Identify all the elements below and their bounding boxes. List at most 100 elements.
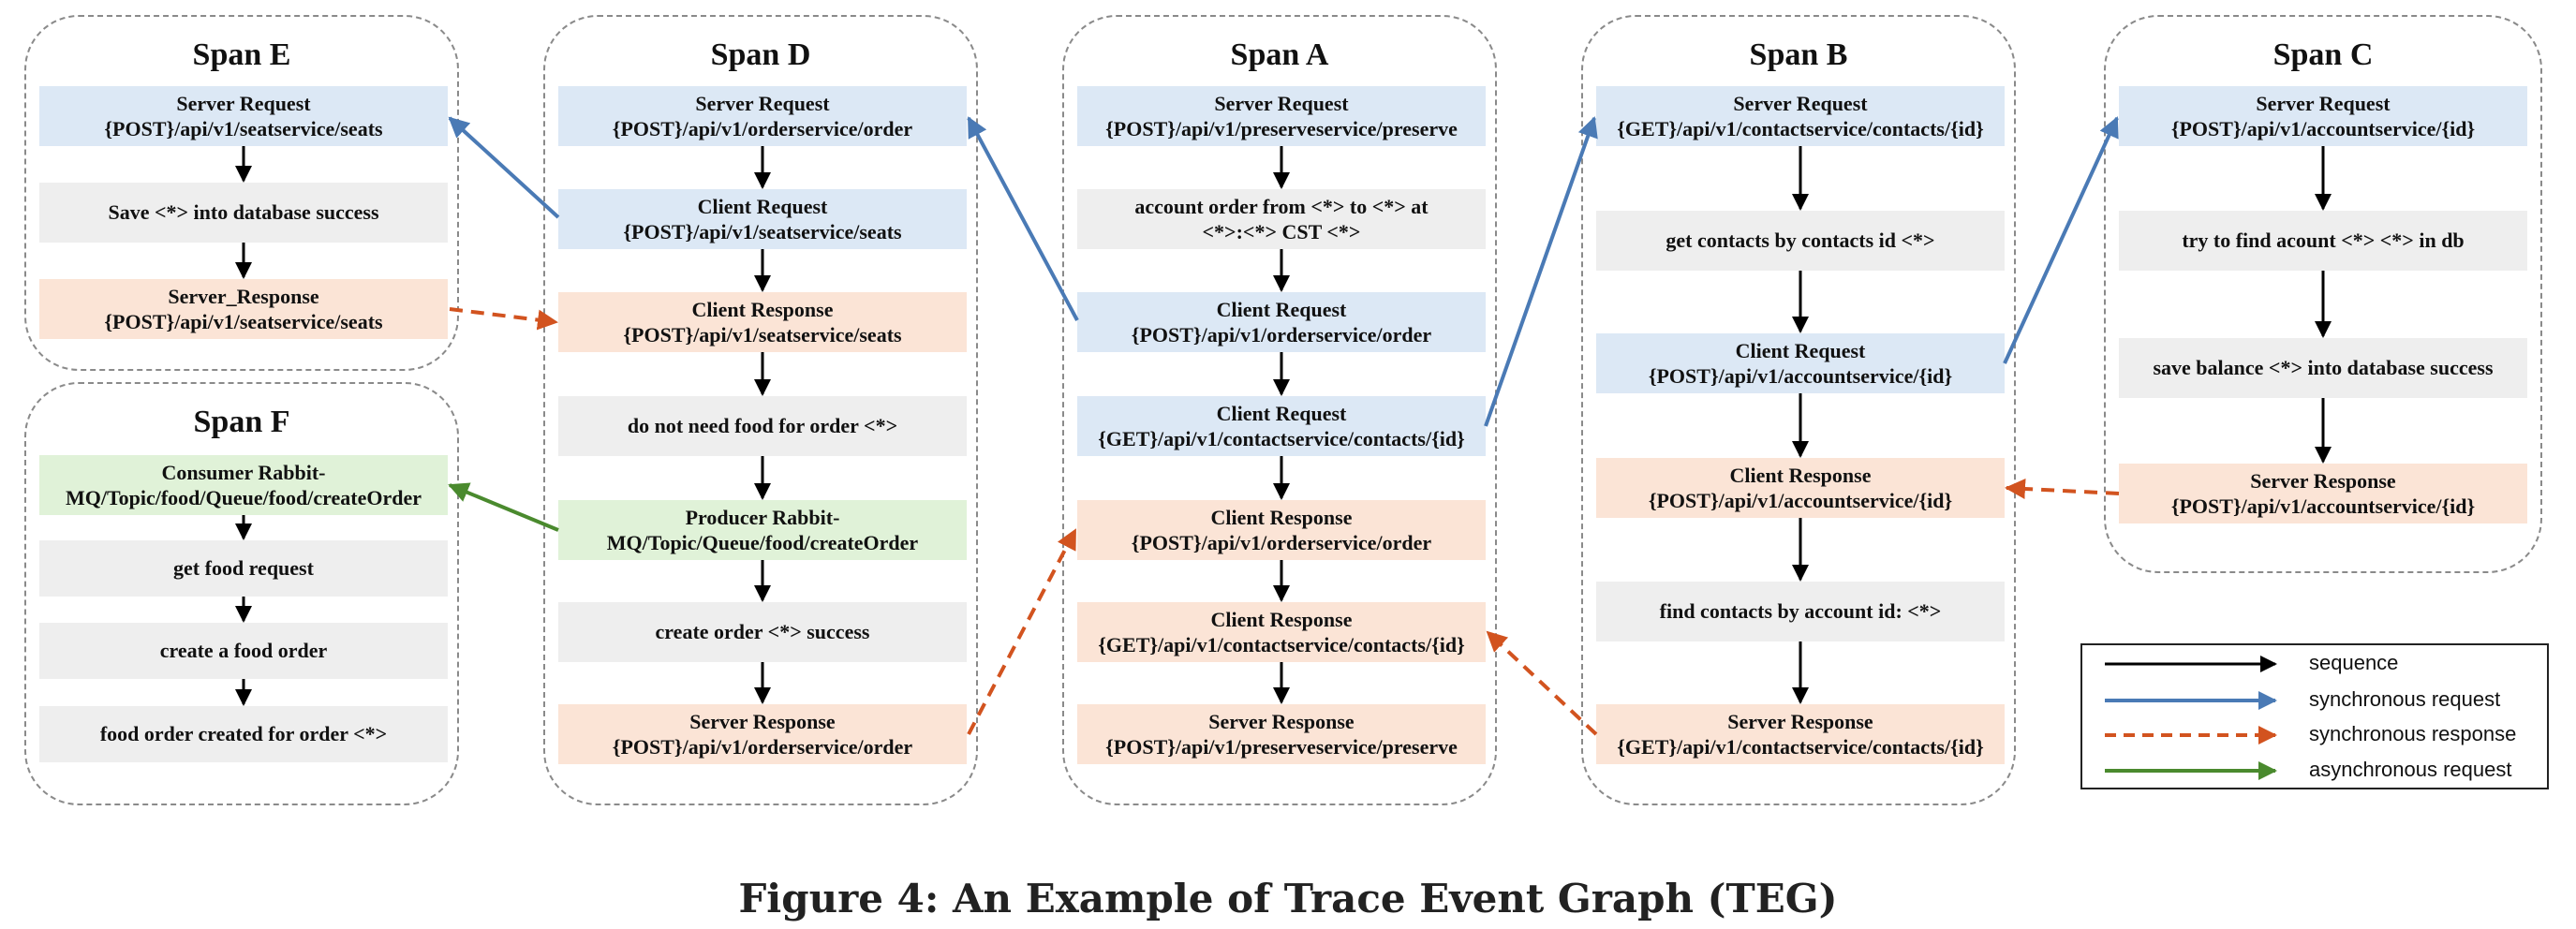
node-endpoint: {POST}/api/v1/accountservice/{id}	[2170, 117, 2476, 140]
node-endpoint: {POST}/api/v1/preserveservice/preserve	[1105, 117, 1458, 140]
node-endpoint: {POST}/api/v1/accountservice/{id}	[2170, 494, 2476, 518]
span-d-client-response: Client Response {POST}/api/v1/seatservic…	[558, 292, 967, 352]
span-b-log-get-contacts: get contacts by contacts id <*>	[1596, 211, 2005, 271]
span-c-title: Span C	[2273, 37, 2374, 72]
req-d-to-e	[448, 116, 560, 219]
node-label: Server Request	[1733, 91, 1868, 115]
node-label-cont: <*>:<*> CST <*>	[1202, 220, 1361, 243]
span-a-client-request-order: Client Request {POST}/api/v1/orderservic…	[1077, 292, 1486, 352]
req-b-to-c	[2003, 116, 2119, 364]
node-endpoint: {POST}/api/v1/seatservice/seats	[623, 220, 902, 243]
node-label: food order created for order <*>	[99, 722, 388, 746]
node-label: Server Request	[176, 91, 311, 115]
node-label: Client Request	[1216, 401, 1347, 425]
node-label: Server Request	[695, 91, 830, 115]
node-label: get contacts by contacts id <*>	[1666, 229, 1935, 253]
span-c-log-save-balance: save balance <*> into database success	[2119, 338, 2527, 398]
node-endpoint: {POST}/api/v1/seatservice/seats	[104, 310, 383, 333]
node-label: Client Response	[1210, 607, 1353, 631]
node-label: Server Response	[1208, 709, 1355, 733]
span-b-server-request: Server Request {GET}/api/v1/contactservi…	[1596, 86, 2005, 146]
span-c-server-request: Server Request {POST}/api/v1/accountserv…	[2119, 86, 2527, 146]
span-a-server-response: Server Response {POST}/api/v1/preservese…	[1077, 704, 1486, 764]
node-label: get food request	[173, 556, 314, 581]
resp-c-to-b	[2005, 479, 2120, 499]
node-label: Server Response	[689, 709, 836, 733]
span-a-server-request: Server Request {POST}/api/v1/preserveser…	[1077, 86, 1486, 146]
resp-b-to-a	[1486, 630, 1598, 736]
legend-swatches	[2105, 656, 2277, 780]
span-b-client-response: Client Response {POST}/api/v1/accountser…	[1596, 458, 2005, 518]
node-endpoint: {POST}/api/v1/orderservice/order	[1131, 531, 1432, 554]
node-endpoint: {POST}/api/v1/seatservice/seats	[623, 323, 902, 347]
node-label: Save <*> into database success	[108, 200, 379, 225]
node-label: Server Response	[2250, 468, 2396, 493]
span-d-server-response: Server Response {POST}/api/v1/orderservi…	[558, 704, 967, 764]
node-label: Producer Rabbit-	[685, 505, 840, 529]
node-endpoint: {GET}/api/v1/contactservice/contacts/{id…	[1098, 633, 1465, 656]
node-endpoint: {GET}/api/v1/contactservice/contacts/{id…	[1098, 427, 1465, 450]
req-a-to-b	[1484, 116, 1598, 427]
node-label: Client Response	[1210, 505, 1353, 529]
span-b-client-request: Client Request {POST}/api/v1/accountserv…	[1596, 333, 2005, 393]
span-d-log-no-food: do not need food for order <*>	[558, 396, 967, 456]
span-a-title: Span A	[1230, 37, 1329, 72]
node-label: Client Request	[1735, 338, 1866, 362]
span-f-consumer: Consumer Rabbit- MQ/Topic/food/Queue/foo…	[39, 455, 448, 515]
span-b-log-find-contacts: find contacts by account id: <*>	[1596, 582, 2005, 641]
node-label: Server_Response	[168, 284, 319, 308]
span-a-client-response-contacts: Client Response {GET}/api/v1/contactserv…	[1077, 602, 1486, 662]
legend-sync-response-label: synchronous response	[2309, 722, 2517, 745]
span-f-title: Span F	[193, 405, 290, 439]
node-endpoint: MQ/Topic/Queue/food/createOrder	[606, 531, 919, 554]
span-e-title: Span E	[192, 37, 291, 72]
span-f-log-create-food: create a food order	[39, 623, 448, 679]
span-d-title: Span D	[710, 37, 811, 72]
node-endpoint: {POST}/api/v1/accountservice/{id}	[1648, 364, 1953, 388]
span-b-title: Span B	[1749, 37, 1848, 72]
node-label: find contacts by account id: <*>	[1659, 599, 1942, 624]
node-label: Client Request	[1216, 297, 1347, 321]
figure-caption: Figure 4: An Example of Trace Event Grap…	[738, 876, 1838, 922]
node-label: Consumer Rabbit-	[161, 460, 326, 484]
node-endpoint: {POST}/api/v1/seatservice/seats	[104, 117, 383, 140]
node-label: create a food order	[159, 639, 328, 663]
node-label: account order from <*> to <*> at	[1134, 194, 1429, 218]
node-label: Client Response	[691, 297, 834, 321]
node-endpoint: MQ/Topic/food/Queue/food/createOrder	[65, 486, 422, 509]
node-label: Server Response	[1727, 709, 1873, 733]
legend-async-request-label: asynchronous request	[2309, 758, 2512, 781]
async-request-arrows	[448, 482, 559, 532]
span-e-log-save: Save <*> into database success	[39, 183, 448, 243]
legend-sync-request-label: synchronous request	[2309, 687, 2501, 711]
span-b-server-response: Server Response {GET}/api/v1/contactserv…	[1596, 704, 2005, 764]
node-endpoint: {POST}/api/v1/orderservice/order	[612, 735, 913, 759]
span-f-log-get-food: get food request	[39, 540, 448, 597]
node-endpoint: {POST}/api/v1/orderservice/order	[1131, 323, 1432, 347]
node-label: create order <*> success	[655, 620, 870, 644]
resp-e-to-d	[449, 307, 558, 331]
async-d-to-f	[448, 482, 559, 532]
span-c-server-response: Server Response {POST}/api/v1/accountser…	[2119, 464, 2527, 523]
node-endpoint: {POST}/api/v1/orderservice/order	[612, 117, 913, 140]
span-a-log-account-order: account order from <*> to <*> at <*>:<*>…	[1077, 189, 1486, 249]
span-c-log-find-account: try to find acount <*> <*> in db	[2119, 211, 2527, 271]
span-b-box: Span B	[1581, 15, 2016, 805]
span-a-client-request-contacts: Client Request {GET}/api/v1/contactservi…	[1077, 396, 1486, 456]
legend: sequence synchronous request synchronous…	[2080, 643, 2549, 789]
span-f-log-food-created: food order created for order <*>	[39, 706, 448, 762]
node-label: try to find acount <*> <*> in db	[2182, 229, 2465, 253]
node-endpoint: {POST}/api/v1/preserveservice/preserve	[1105, 735, 1458, 759]
node-label: do not need food for order <*>	[627, 414, 898, 438]
span-a-client-response-order: Client Response {POST}/api/v1/orderservi…	[1077, 500, 1486, 560]
span-d-log-create-order: create order <*> success	[558, 602, 967, 662]
node-endpoint: {GET}/api/v1/contactservice/contacts/{id…	[1617, 117, 1984, 140]
span-d-client-request: Client Request {POST}/api/v1/seatservice…	[558, 189, 967, 249]
node-label: save balance <*> into database success	[2153, 356, 2494, 380]
node-endpoint: {GET}/api/v1/contactservice/contacts/{id…	[1617, 735, 1984, 759]
legend-sequence-label: sequence	[2309, 651, 2399, 674]
node-label: Server Request	[2256, 91, 2391, 115]
span-d-producer: Producer Rabbit- MQ/Topic/Queue/food/cre…	[558, 500, 967, 560]
span-e-server-request: Server Request {POST}/api/v1/seatservice…	[39, 86, 448, 146]
req-a-to-d	[967, 116, 1079, 321]
